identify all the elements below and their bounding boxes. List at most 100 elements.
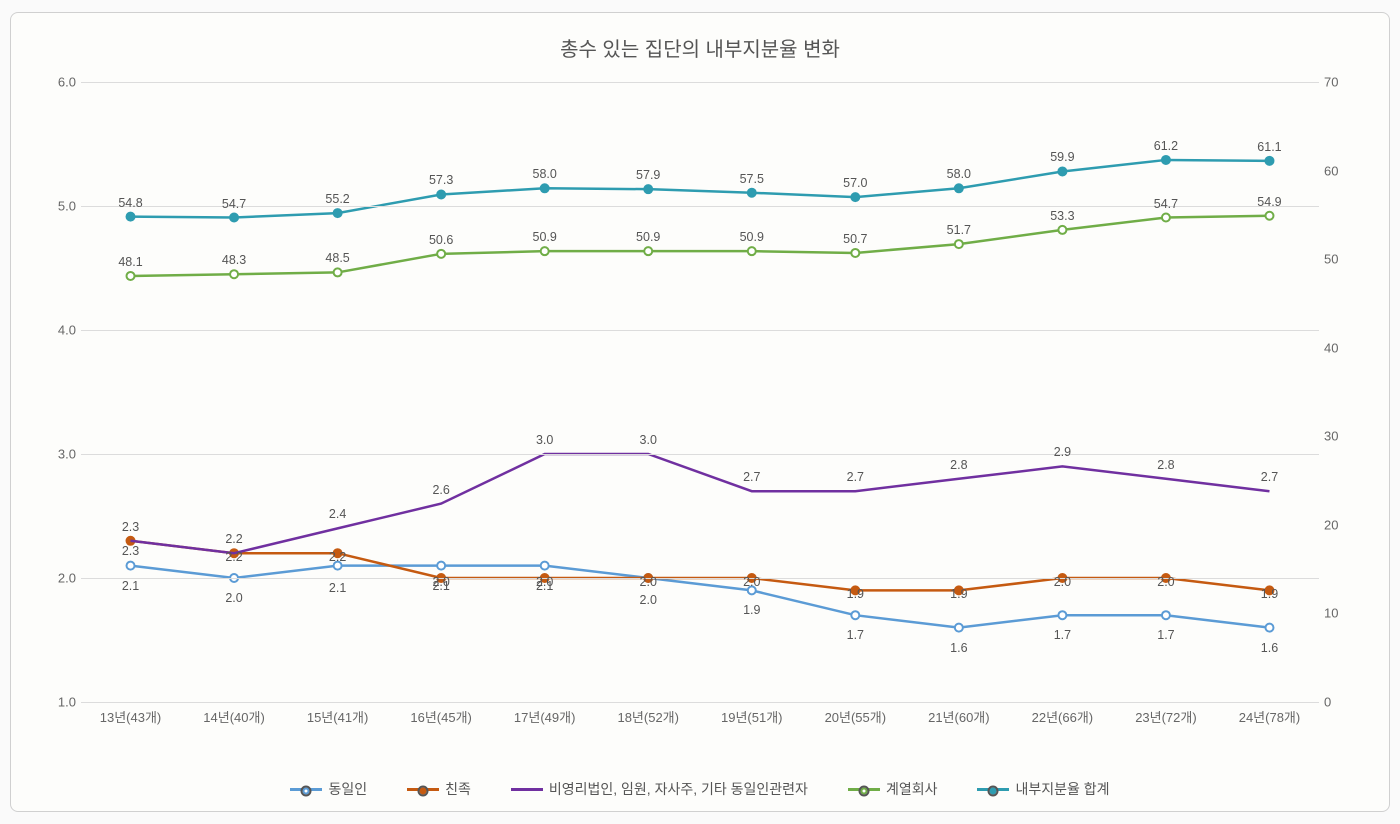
y-axis-left: 1.02.03.04.05.06.0 <box>26 82 76 702</box>
series-marker-affiliates <box>334 268 342 276</box>
y-axis-right: 010203040506070 <box>1324 82 1374 702</box>
legend-marker-dot <box>990 787 997 794</box>
series-marker-affiliates <box>437 250 445 258</box>
legend: 동일인 친족 비영리법인, 임원, 자사주, 기타 동일인관련자 계열회사 내부지분율 … <box>11 779 1389 799</box>
series-marker-total_internal <box>955 184 963 192</box>
y-tick-right: 10 <box>1324 606 1374 621</box>
series-marker-affiliates <box>541 247 549 255</box>
series-marker-total_internal <box>334 209 342 217</box>
y-tick-left: 2.0 <box>26 571 76 586</box>
legend-label: 계열회사 <box>886 779 938 799</box>
y-tick-right: 70 <box>1324 75 1374 90</box>
series-marker-same_person <box>851 611 859 619</box>
series-marker-affiliates <box>955 240 963 248</box>
series-line-affiliates <box>131 216 1270 276</box>
gridline <box>81 330 1319 331</box>
series-marker-affiliates <box>851 249 859 257</box>
series-marker-total_internal <box>644 185 652 193</box>
chart-lines-svg <box>81 82 1319 702</box>
gridline <box>81 578 1319 579</box>
chart-title: 총수 있는 집단의 내부지분율 변화 <box>21 33 1379 62</box>
x-tick: 18년(52개) <box>617 707 679 726</box>
series-marker-affiliates <box>230 270 238 278</box>
series-line-nonprofit_etc <box>131 454 1270 553</box>
y-tick-left: 6.0 <box>26 75 76 90</box>
series-marker-affiliates <box>1265 212 1273 220</box>
x-tick: 20년(55개) <box>825 707 887 726</box>
legend-swatch <box>977 788 1009 791</box>
series-marker-kin <box>1265 586 1273 594</box>
y-tick-left: 5.0 <box>26 199 76 214</box>
x-tick: 23년(72개) <box>1135 707 1197 726</box>
series-marker-kin <box>955 586 963 594</box>
series-marker-total_internal <box>1265 157 1273 165</box>
series-marker-kin <box>851 586 859 594</box>
legend-swatch <box>848 788 880 791</box>
series-marker-same_person <box>1162 611 1170 619</box>
series-marker-same_person <box>748 586 756 594</box>
series-marker-same_person <box>1058 611 1066 619</box>
gridline <box>81 454 1319 455</box>
legend-item-same_person: 동일인 <box>290 779 367 799</box>
series-marker-total_internal <box>230 214 238 222</box>
series-marker-affiliates <box>748 247 756 255</box>
x-tick: 19년(51개) <box>721 707 783 726</box>
series-marker-affiliates <box>1162 214 1170 222</box>
series-marker-total_internal <box>851 193 859 201</box>
series-marker-total_internal <box>748 189 756 197</box>
legend-item-kin: 친족 <box>407 779 471 799</box>
legend-swatch <box>511 788 543 791</box>
x-axis: 13년(43개) 14년(40개) 15년(41개) 16년(45개) 17년(49개)… <box>81 707 1319 727</box>
y-tick-right: 20 <box>1324 517 1374 532</box>
series-marker-kin <box>334 549 342 557</box>
series-marker-affiliates <box>644 247 652 255</box>
x-tick: 14년(40개) <box>203 707 265 726</box>
series-marker-same_person <box>1265 624 1273 632</box>
legend-item-affiliates: 계열회사 <box>848 779 938 799</box>
series-line-same_person <box>131 566 1270 628</box>
series-line-total_internal <box>131 160 1270 218</box>
legend-label: 동일인 <box>328 779 367 799</box>
y-tick-left: 1.0 <box>26 695 76 710</box>
y-tick-right: 40 <box>1324 340 1374 355</box>
x-tick: 24년(78개) <box>1239 707 1301 726</box>
gridline <box>81 702 1319 703</box>
series-marker-affiliates <box>1058 226 1066 234</box>
x-tick: 22년(66개) <box>1032 707 1094 726</box>
legend-marker-dot <box>420 787 427 794</box>
y-tick-right: 60 <box>1324 163 1374 178</box>
legend-marker-dot <box>303 787 310 794</box>
series-marker-affiliates <box>127 272 135 280</box>
series-marker-same_person <box>334 562 342 570</box>
x-tick: 13년(43개) <box>100 707 162 726</box>
legend-swatch <box>407 788 439 791</box>
series-marker-total_internal <box>1058 167 1066 175</box>
series-marker-total_internal <box>127 213 135 221</box>
gridline <box>81 82 1319 83</box>
series-marker-total_internal <box>1162 156 1170 164</box>
y-tick-right: 0 <box>1324 695 1374 710</box>
legend-item-total_internal: 내부지분율 합계 <box>977 779 1109 799</box>
chart-container: 총수 있는 집단의 내부지분율 변화 1.02.03.04.05.06.0 01… <box>10 12 1390 812</box>
x-tick: 17년(49개) <box>514 707 576 726</box>
y-tick-right: 30 <box>1324 429 1374 444</box>
legend-label: 비영리법인, 임원, 자사주, 기타 동일인관련자 <box>549 779 808 799</box>
legend-swatch <box>290 788 322 791</box>
plot-area: 1.02.03.04.05.06.0 010203040506070 13년(4… <box>81 82 1319 702</box>
series-marker-total_internal <box>541 184 549 192</box>
y-tick-left: 4.0 <box>26 323 76 338</box>
x-tick: 21년(60개) <box>928 707 990 726</box>
series-marker-same_person <box>127 562 135 570</box>
y-tick-left: 3.0 <box>26 447 76 462</box>
legend-label: 친족 <box>445 779 471 799</box>
legend-marker-dot <box>860 787 867 794</box>
legend-label: 내부지분율 합계 <box>1015 779 1109 799</box>
series-marker-total_internal <box>437 190 445 198</box>
x-tick: 16년(45개) <box>410 707 472 726</box>
x-tick: 15년(41개) <box>307 707 369 726</box>
series-marker-same_person <box>541 562 549 570</box>
legend-item-nonprofit_etc: 비영리법인, 임원, 자사주, 기타 동일인관련자 <box>511 779 808 799</box>
gridline <box>81 206 1319 207</box>
series-marker-same_person <box>437 562 445 570</box>
series-marker-same_person <box>955 624 963 632</box>
